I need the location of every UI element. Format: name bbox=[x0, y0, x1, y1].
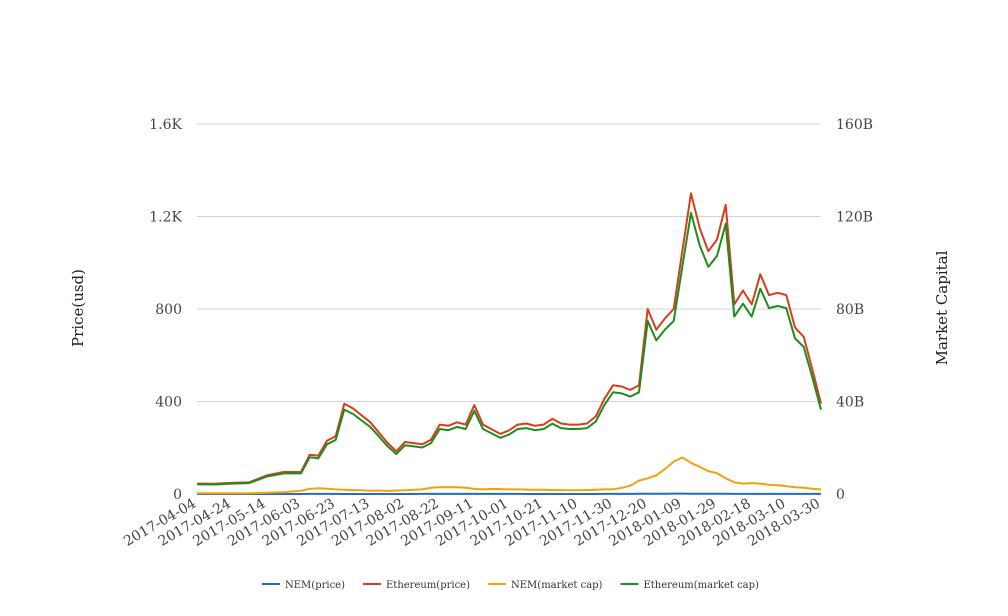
gridlines bbox=[197, 123, 821, 495]
y-axis-right-title: Market Capital bbox=[933, 250, 951, 365]
y2-tick-label: 0 bbox=[836, 487, 845, 503]
legend-label: Ethereum(price) bbox=[386, 580, 470, 591]
y-tick-label: 800 bbox=[155, 302, 182, 318]
series-line bbox=[196, 192, 822, 485]
y2-tick-label: 160B bbox=[836, 117, 873, 133]
y-axis-right-ticks: 0 40B 80B 120B 160B bbox=[836, 117, 873, 503]
y2-tick-label: 120B bbox=[836, 210, 873, 226]
series-line bbox=[197, 456, 822, 495]
series-line bbox=[196, 211, 822, 486]
legend-label: NEM(market cap) bbox=[511, 580, 603, 591]
x-axis-ticks: 2017-04-042017-04-242017-05-142017-06-03… bbox=[121, 496, 823, 550]
y-axis-left-ticks: 0 400 800 1.2K 1.6K bbox=[149, 117, 182, 503]
y2-tick-label: 40B bbox=[836, 395, 864, 411]
y-tick-label: 1.2K bbox=[149, 210, 182, 226]
series-lines bbox=[196, 192, 822, 495]
legend-label: Ethereum(market cap) bbox=[643, 580, 759, 591]
y-tick-label: 0 bbox=[173, 487, 182, 503]
legend-label: NEM(price) bbox=[285, 580, 345, 591]
y-tick-label: 1.6K bbox=[149, 117, 182, 133]
legend: NEM(price) Ethereum(price) NEM(market cap)… bbox=[262, 580, 759, 591]
y2-tick-label: 80B bbox=[836, 302, 864, 318]
y-axis-left-title: Price(usd) bbox=[69, 269, 87, 347]
y-tick-label: 400 bbox=[155, 395, 182, 411]
